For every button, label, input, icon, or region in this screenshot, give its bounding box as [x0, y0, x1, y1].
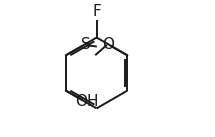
Text: OH: OH	[75, 94, 98, 109]
Text: S: S	[81, 37, 91, 52]
Text: O: O	[102, 37, 114, 52]
Text: F: F	[92, 4, 101, 19]
